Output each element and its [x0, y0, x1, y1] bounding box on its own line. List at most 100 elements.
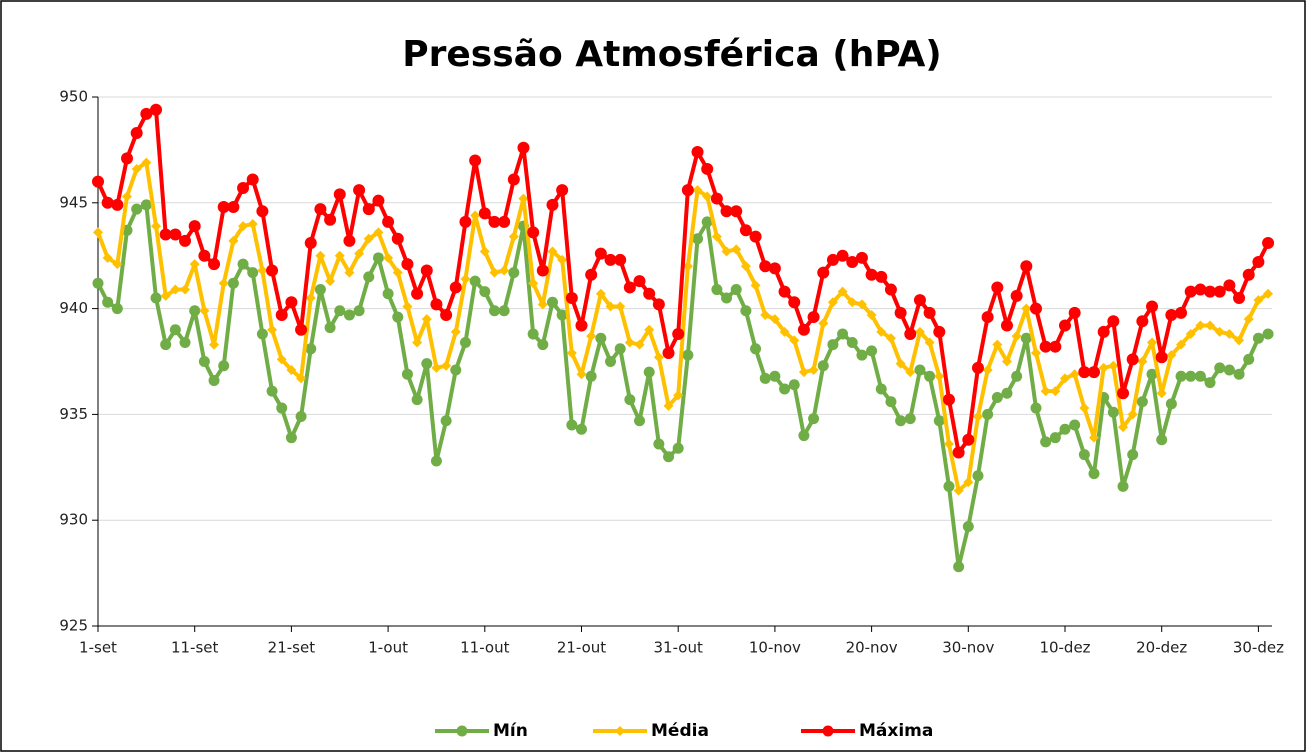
x-tick-label: 30-dez — [1233, 639, 1284, 657]
marker-point — [286, 364, 297, 375]
marker-Máxima — [952, 446, 965, 459]
marker-point — [692, 233, 704, 245]
marker-point — [789, 335, 800, 346]
marker-Máxima — [1039, 340, 1052, 353]
marker-point — [1234, 335, 1245, 346]
marker-point — [276, 402, 288, 414]
marker-Máxima — [382, 215, 395, 228]
marker-point — [518, 193, 529, 204]
marker-Máxima — [884, 283, 897, 296]
x-tick-label: 21-out — [557, 639, 606, 657]
marker-point — [325, 276, 336, 287]
marker-point — [576, 369, 587, 380]
marker-point — [808, 413, 820, 425]
marker-point — [962, 521, 974, 533]
marker-point — [576, 423, 587, 435]
marker-Máxima — [652, 298, 665, 311]
x-tick-label: 20-dez — [1136, 639, 1187, 657]
marker-point — [808, 364, 819, 375]
marker-point — [1243, 314, 1254, 325]
marker-Máxima — [469, 154, 482, 167]
marker-Máxima — [585, 268, 598, 281]
marker-Máxima — [1107, 315, 1120, 328]
marker-Máxima — [836, 249, 849, 262]
marker-Máxima — [140, 107, 153, 120]
marker-point — [305, 293, 316, 304]
x-tick-label: 1-out — [368, 639, 408, 657]
marker-point — [140, 199, 152, 211]
marker-point — [257, 265, 268, 276]
marker-point — [92, 277, 104, 289]
marker-point — [953, 561, 965, 573]
marker-Máxima — [710, 192, 723, 205]
x-tick-label: 30-nov — [942, 639, 994, 657]
marker-Máxima — [565, 292, 578, 305]
marker-point — [895, 358, 906, 369]
legend-marker — [822, 725, 834, 737]
marker-Máxima — [623, 281, 636, 294]
marker-Máxima — [1223, 279, 1236, 292]
y-tick-label: 950 — [59, 88, 88, 106]
marker-point — [663, 451, 675, 463]
marker-Máxima — [1029, 302, 1042, 315]
x-tick-label: 1-set — [79, 639, 117, 657]
marker-Máxima — [353, 184, 366, 197]
marker-Máxima — [826, 253, 839, 266]
marker-point — [1040, 436, 1052, 448]
marker-point — [557, 254, 568, 265]
marker-Máxima — [1126, 353, 1139, 366]
marker-Máxima — [1136, 315, 1149, 328]
marker-point — [769, 370, 781, 382]
marker-point — [1078, 449, 1090, 461]
marker-point — [324, 322, 336, 334]
marker-point — [1021, 303, 1032, 314]
marker-point — [180, 284, 191, 295]
marker-Máxima — [923, 306, 936, 319]
marker-point — [431, 362, 442, 373]
marker-point — [827, 339, 839, 351]
marker-Máxima — [971, 361, 984, 374]
marker-Máxima — [507, 173, 520, 186]
marker-Máxima — [92, 175, 104, 188]
marker-point — [779, 383, 791, 395]
marker-point — [895, 415, 907, 427]
marker-point — [537, 339, 549, 351]
marker-Máxima — [962, 433, 975, 446]
legend-marker — [456, 725, 468, 737]
marker-point — [953, 485, 964, 496]
marker-point — [1020, 332, 1032, 344]
marker-point — [189, 259, 200, 270]
marker-point — [344, 267, 355, 278]
marker-point — [731, 244, 742, 255]
marker-point — [991, 391, 1003, 403]
marker-point — [1011, 370, 1023, 382]
marker-point — [198, 356, 210, 367]
marker-point — [170, 284, 181, 295]
marker-Máxima — [865, 268, 878, 281]
marker-point — [982, 364, 993, 375]
marker-point — [1243, 353, 1255, 365]
marker-Máxima — [227, 201, 240, 214]
marker-point — [441, 360, 452, 371]
marker-point — [721, 246, 732, 257]
marker-point — [1262, 328, 1274, 340]
marker-point — [179, 336, 191, 348]
marker-point — [343, 309, 355, 321]
marker-point — [721, 292, 733, 304]
marker-point — [1011, 331, 1022, 342]
marker-Máxima — [121, 152, 134, 165]
marker-Máxima — [875, 270, 888, 283]
marker-point — [934, 371, 945, 382]
marker-Máxima — [256, 205, 269, 218]
marker-Máxima — [556, 184, 569, 197]
marker-point — [1118, 422, 1129, 433]
marker-point — [1194, 370, 1206, 382]
marker-point — [605, 356, 617, 367]
y-tick-label: 940 — [59, 299, 88, 317]
y-tick-label: 945 — [59, 193, 88, 211]
marker-point — [392, 267, 403, 278]
marker-point — [150, 292, 162, 304]
marker-Máxima — [788, 296, 801, 309]
marker-point — [1185, 328, 1196, 339]
